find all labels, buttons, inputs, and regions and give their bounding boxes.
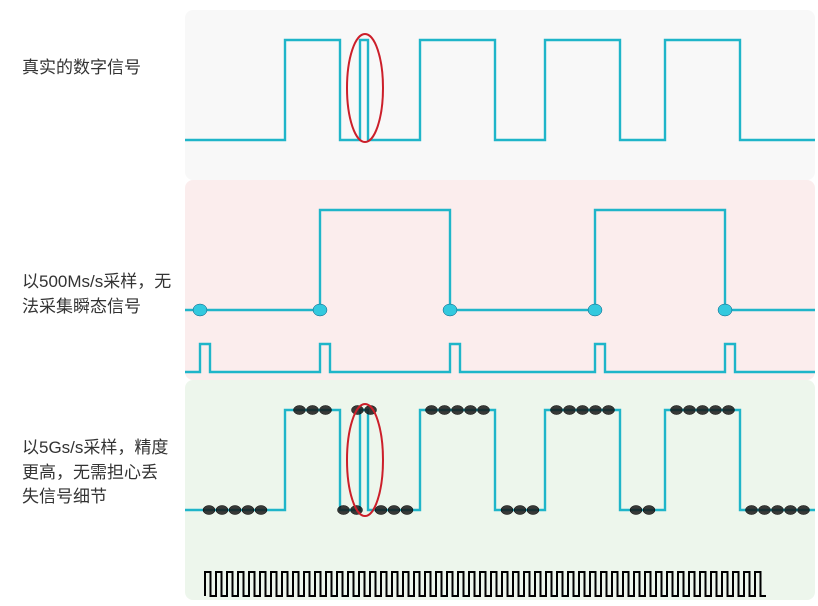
sample-dot-5g bbox=[514, 506, 526, 515]
highlight-glitch-real bbox=[347, 34, 383, 142]
sample-dot-5g bbox=[684, 406, 696, 415]
sample-dot-5g bbox=[759, 506, 771, 515]
sample-dot-5g bbox=[798, 506, 810, 515]
highlight-glitch-5g bbox=[347, 404, 383, 516]
sample-dot-5g bbox=[426, 406, 438, 415]
sample-dot-5g bbox=[785, 506, 797, 515]
sampled-500m-path bbox=[185, 210, 815, 310]
sample-dot-5g bbox=[501, 506, 513, 515]
sample-dot-5g bbox=[452, 406, 464, 415]
sample-dot-5g bbox=[772, 506, 784, 515]
sample-dot-5g bbox=[630, 506, 642, 515]
sample-dot-5g bbox=[216, 506, 228, 515]
sample-dot-500m bbox=[443, 304, 457, 316]
sample-dot-5g bbox=[710, 406, 722, 415]
sampled-5g-path bbox=[185, 410, 815, 510]
sample-dot-5g bbox=[465, 406, 477, 415]
sample-dot-5g bbox=[697, 406, 709, 415]
sample-dot-5g bbox=[439, 406, 451, 415]
sample-dot-5g bbox=[388, 506, 400, 515]
sample-dot-5g bbox=[255, 506, 267, 515]
sample-dot-5g bbox=[643, 506, 655, 515]
sample-dot-5g bbox=[294, 406, 306, 415]
sample-dot-5g bbox=[242, 506, 254, 515]
sample-dot-5g bbox=[671, 406, 683, 415]
sample-dot-5g bbox=[203, 506, 215, 515]
sample-dot-5g bbox=[723, 406, 735, 415]
sample-dot-5g bbox=[551, 406, 563, 415]
sample-dot-5g bbox=[603, 406, 615, 415]
sample-dot-5g bbox=[564, 406, 576, 415]
real-signal-path bbox=[185, 40, 815, 140]
sample-dot-5g bbox=[746, 506, 758, 515]
sample-dot-500m bbox=[193, 304, 207, 316]
sample-dot-5g bbox=[401, 506, 413, 515]
sampled-500m-group bbox=[185, 210, 815, 372]
sample-dot-5g bbox=[478, 406, 490, 415]
sample-dot-5g bbox=[338, 506, 350, 515]
real-signal-wave bbox=[185, 34, 815, 142]
sample-dot-5g bbox=[375, 506, 387, 515]
sample-dot-5g bbox=[307, 406, 319, 415]
sample-dot-500m bbox=[588, 304, 602, 316]
sample-dot-5g bbox=[590, 406, 602, 415]
sample-dot-500m bbox=[313, 304, 327, 316]
sample-dot-500m bbox=[718, 304, 732, 316]
sample-dot-5g bbox=[527, 506, 539, 515]
sample-dot-5g bbox=[229, 506, 241, 515]
sample-clock-5g bbox=[205, 572, 766, 596]
sampled-5g-group bbox=[185, 404, 815, 596]
sample-dot-5g bbox=[577, 406, 589, 415]
diagram-svg bbox=[0, 0, 818, 606]
sample-dot-5g bbox=[320, 406, 332, 415]
sample-clock-500m bbox=[185, 344, 815, 372]
